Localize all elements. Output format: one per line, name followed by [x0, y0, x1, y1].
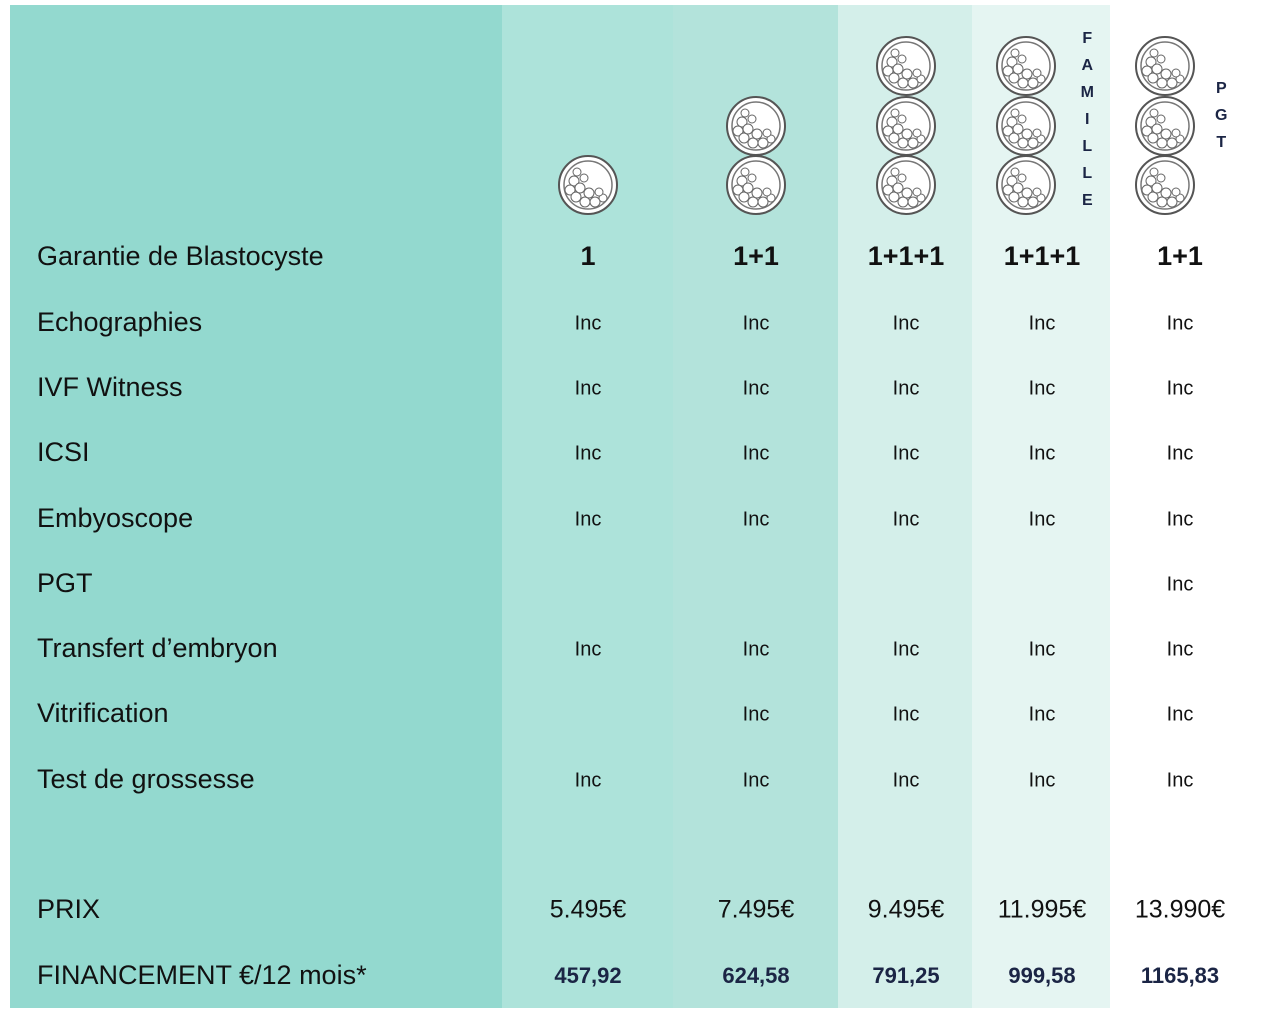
row-label: FINANCEMENT €/12 mois* — [37, 960, 367, 990]
cell: Inc — [743, 508, 770, 530]
row-label: Garantie de Blastocyste — [37, 241, 324, 271]
famille-label: FAMILLE — [1079, 30, 1096, 219]
cell: Inc — [743, 312, 770, 334]
cell: Inc — [1167, 377, 1194, 399]
cell: Inc — [893, 638, 920, 660]
cell: Inc — [893, 377, 920, 399]
cell: Inc — [1029, 442, 1056, 464]
cell: Inc — [1167, 703, 1194, 725]
cell: 624,58 — [722, 963, 789, 988]
cell: 1+1 — [733, 241, 779, 271]
cell: Inc — [1167, 769, 1194, 791]
cell: Inc — [1167, 573, 1194, 595]
cell: Inc — [575, 442, 602, 464]
cell: Inc — [893, 442, 920, 464]
cell: Inc — [575, 508, 602, 530]
cell: Inc — [1167, 638, 1194, 660]
cell: Inc — [1029, 703, 1056, 725]
row-label: Test de grossesse — [37, 764, 255, 794]
cell: 1+1+1 — [868, 241, 945, 271]
cell: Inc — [1029, 638, 1056, 660]
cell: 7.495€ — [718, 896, 795, 924]
cell: 9.495€ — [868, 896, 945, 924]
cell: Inc — [1029, 508, 1056, 530]
cell: Inc — [1029, 377, 1056, 399]
cell: 791,25 — [872, 963, 939, 988]
cell: Inc — [1029, 312, 1056, 334]
cell: 457,92 — [554, 963, 621, 988]
cell: Inc — [893, 703, 920, 725]
cell: 1165,83 — [1141, 963, 1219, 988]
cell: Inc — [893, 312, 920, 334]
row-label: PGT — [37, 568, 93, 598]
cell: Inc — [1167, 312, 1194, 334]
cell: 11.995€ — [998, 896, 1087, 924]
cell: 1+1+1 — [1004, 241, 1081, 271]
cell: 1+1 — [1157, 241, 1203, 271]
cell: Inc — [743, 442, 770, 464]
pgt-label: PGT — [1213, 80, 1230, 161]
cell: Inc — [575, 769, 602, 791]
cell: Inc — [743, 638, 770, 660]
cell: Inc — [893, 508, 920, 530]
cell: Inc — [1167, 508, 1194, 530]
cell: 13.990€ — [1135, 896, 1225, 924]
cell: 1 — [580, 241, 595, 271]
cell: 5.495€ — [550, 896, 627, 924]
row-label: Transfert d’embryon — [37, 633, 278, 663]
cell: Inc — [575, 377, 602, 399]
row-label: ICSI — [37, 437, 90, 467]
row-label: Echographies — [37, 307, 202, 337]
col-bg — [10, 5, 502, 1008]
row-label: Embyoscope — [37, 503, 193, 533]
cell: 999,58 — [1008, 963, 1075, 988]
cell: Inc — [575, 638, 602, 660]
cell: Inc — [743, 703, 770, 725]
cell: Inc — [1167, 442, 1194, 464]
cell: Inc — [743, 377, 770, 399]
cell: Inc — [743, 769, 770, 791]
row-label: Vitrification — [37, 698, 169, 728]
row-label: IVF Witness — [37, 372, 183, 402]
cell: Inc — [893, 769, 920, 791]
cell: Inc — [1029, 769, 1056, 791]
cell: Inc — [575, 312, 602, 334]
row-label: PRIX — [37, 894, 100, 924]
